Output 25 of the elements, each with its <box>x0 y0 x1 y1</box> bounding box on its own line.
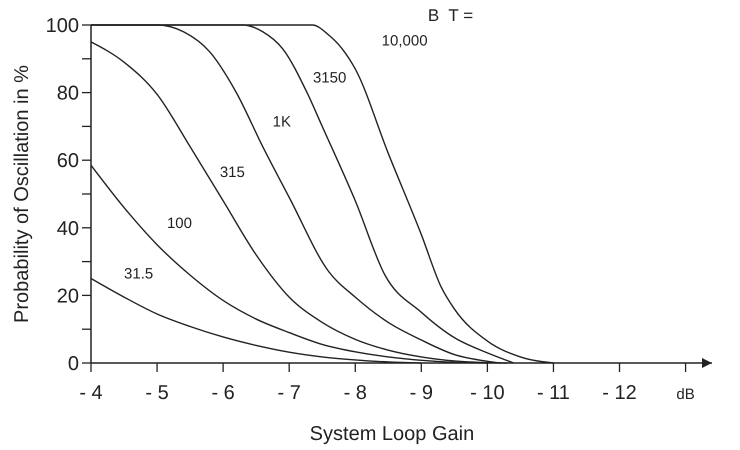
x-tick-label: - 7 <box>278 382 301 404</box>
x-tick-label: - 6 <box>211 382 235 404</box>
y-tick-label: 80 <box>56 82 79 105</box>
legend-title: B T = <box>428 6 474 25</box>
series-label: 1K <box>272 113 292 130</box>
series-label: 31.5 <box>124 266 154 282</box>
x-tick-label: - 4 <box>79 382 103 404</box>
x-tick-label: dB <box>676 386 695 403</box>
y-tick-label: 100 <box>46 15 79 37</box>
y-axis-title: Probability of Oscillation in % <box>11 64 33 323</box>
series-label: 315 <box>220 164 245 182</box>
series-label: 100 <box>166 214 192 232</box>
text: 10,000 <box>382 32 428 50</box>
x-tick-label: - 11 <box>536 382 570 404</box>
x-tick-label: - 9 <box>410 382 433 404</box>
x-tick-label: - 10 <box>470 382 505 404</box>
y-tick-label: 60 <box>56 150 79 172</box>
y-tick-label: 40 <box>56 218 79 240</box>
series-label: 3150 <box>312 69 346 86</box>
x-tick-label: - 8 <box>344 382 367 404</box>
x-tick-label: - 5 <box>145 382 169 404</box>
x-axis-title: System Loop Gain <box>310 423 474 445</box>
y-tick-label: 20 <box>56 285 79 308</box>
x-tick-label: - 12 <box>602 382 637 404</box>
y-tick-label: 0 <box>68 353 79 375</box>
